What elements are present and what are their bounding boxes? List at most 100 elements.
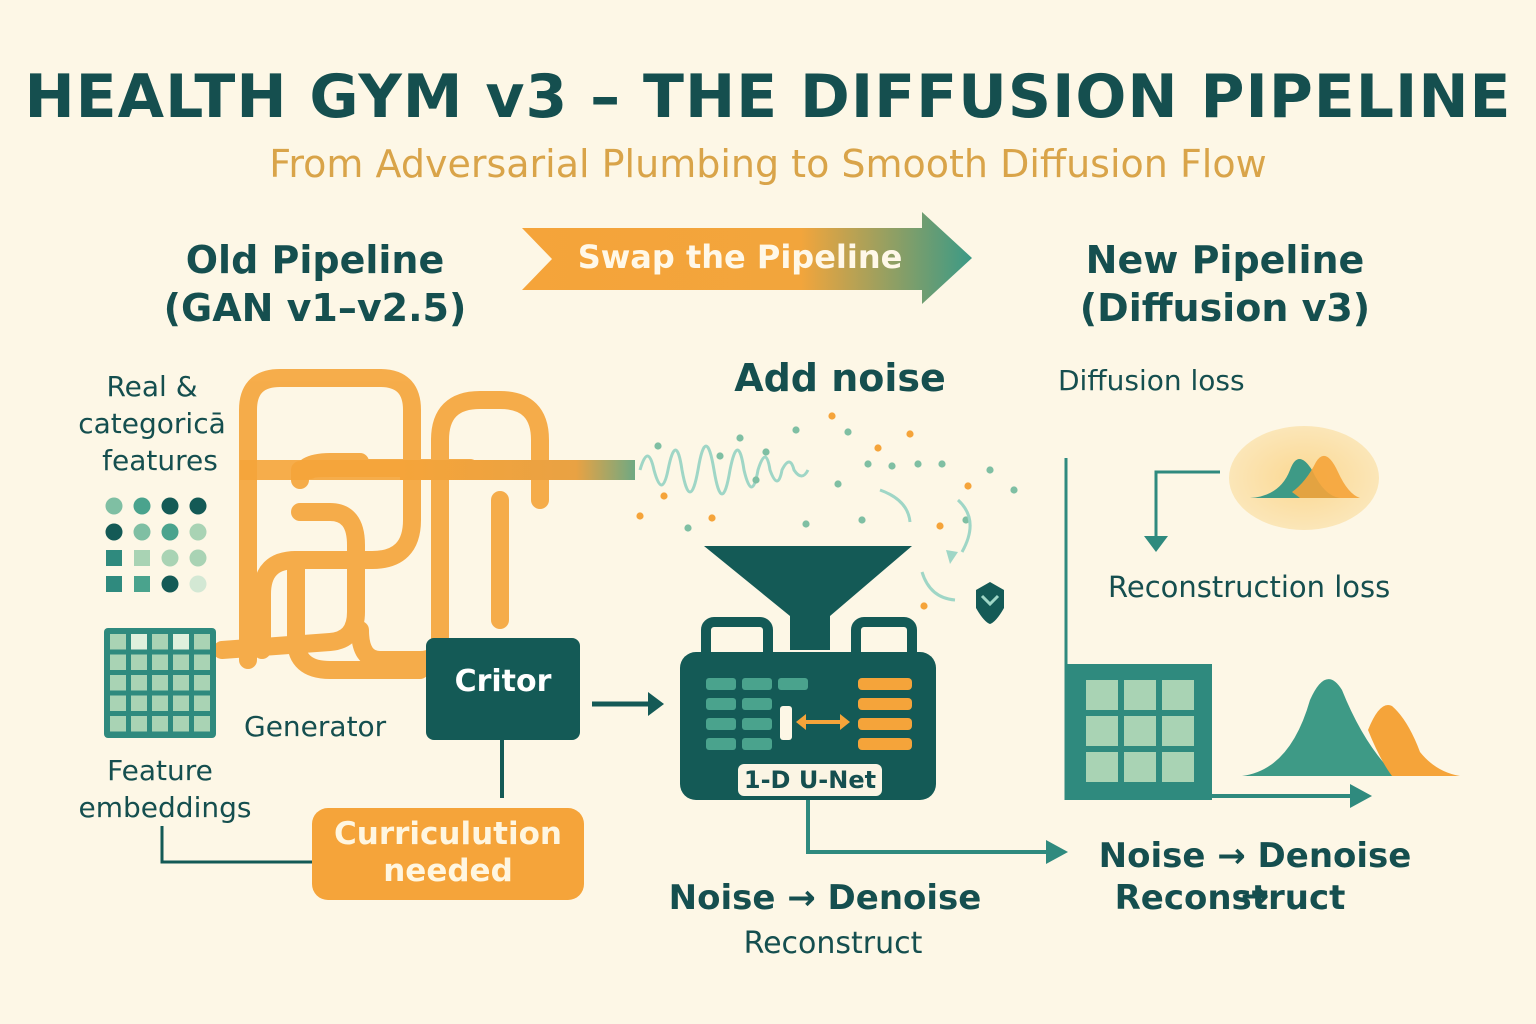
page-title: HEALTH GYM v3 – THE DIFFUSION PIPELINE — [24, 62, 1512, 132]
embedding-cell — [131, 695, 147, 711]
feature-dot — [189, 575, 207, 593]
critic-label: Critor — [454, 664, 552, 699]
noise-particle — [844, 428, 852, 436]
embedding-cell — [194, 716, 210, 732]
embedding-cell — [110, 634, 126, 650]
noise-particle — [874, 444, 882, 452]
noise-particle — [888, 462, 896, 470]
feature-dot — [133, 497, 151, 515]
input-features-label-line2: categoricā — [78, 407, 226, 440]
noise-particle — [920, 602, 928, 610]
embedding-cell — [173, 675, 189, 691]
new-pipeline-title: New Pipeline — [1085, 238, 1365, 282]
swap-pipeline-banner: Swap the Pipeline — [577, 238, 903, 276]
embedding-cell — [131, 716, 147, 732]
noise-particle — [636, 512, 644, 520]
curriculum-pill — [312, 808, 584, 900]
embedding-cell — [194, 695, 210, 711]
embedding-cell — [110, 695, 126, 711]
embedding-cell — [194, 675, 210, 691]
noise-particle — [1010, 486, 1018, 494]
feature-dot — [189, 497, 207, 515]
noise-particle — [914, 460, 922, 468]
noise-particle — [834, 480, 842, 488]
feature-dot — [161, 575, 179, 593]
embedding-cell — [173, 716, 189, 732]
embedding-cell — [152, 716, 168, 732]
feature-dot-grid — [105, 497, 207, 593]
output-cell — [1086, 752, 1118, 782]
curriculum-label-line1: Curriculution — [334, 816, 562, 852]
embedding-cell — [173, 634, 189, 650]
input-features-label-line3: features — [102, 444, 218, 477]
new-caption-line2: Reconstruct — [1114, 878, 1346, 918]
embedding-cell — [194, 654, 210, 670]
old-pipeline-title: Old Pipeline — [185, 238, 445, 282]
distribution-curve-orange — [1368, 705, 1460, 776]
feature-dot — [133, 523, 151, 541]
noise-particle — [708, 514, 716, 522]
output-cell — [1124, 680, 1156, 710]
new-pipeline-version: (Diffusion v3) — [1079, 286, 1371, 330]
noise-particle — [716, 452, 724, 460]
unet-label: 1-D U-Net — [738, 764, 882, 796]
input-features-label-line1: Real & — [106, 370, 198, 403]
unet-funnel — [704, 546, 912, 650]
noise-particle — [654, 442, 662, 450]
noise-particle — [906, 430, 914, 438]
embedding-cell — [110, 675, 126, 691]
output-cell — [1086, 716, 1118, 746]
embeddings-label-line2: embeddings — [78, 791, 252, 824]
output-cell — [1124, 752, 1156, 782]
feature-dot — [134, 576, 150, 592]
old-pipeline-version: (GAN v1–v2.5) — [163, 286, 467, 330]
generator-label: Generator — [244, 710, 387, 743]
noise-particle — [660, 492, 668, 500]
noise-particle — [684, 524, 692, 532]
embedding-cell — [131, 654, 147, 670]
feature-dot — [161, 497, 179, 515]
embedding-matrix — [104, 628, 216, 738]
output-cell — [1124, 716, 1156, 746]
critic-box — [426, 638, 580, 740]
output-cell — [1162, 752, 1194, 782]
feature-dot — [134, 550, 150, 566]
add-noise-label: Add noise — [734, 356, 946, 400]
noise-particle — [762, 448, 770, 456]
noise-particle — [736, 434, 744, 442]
feature-dot — [105, 523, 123, 541]
embedding-cell — [152, 675, 168, 691]
unet-left-bars — [706, 678, 808, 750]
embedding-cell — [194, 634, 210, 650]
output-cell — [1162, 680, 1194, 710]
middle-caption-line2: Reconstruct — [743, 926, 923, 961]
embedding-cell — [110, 716, 126, 732]
embedding-cell — [152, 654, 168, 670]
feature-dot — [105, 497, 123, 515]
embedding-cell — [152, 634, 168, 650]
embeddings-label-line1: Feature — [107, 754, 213, 787]
noise-particle — [864, 460, 872, 468]
distribution-curve-teal — [1242, 679, 1400, 776]
feature-dot — [161, 549, 179, 567]
pipe-outlet — [400, 460, 635, 480]
embedding-cell — [173, 654, 189, 670]
noise-particle — [828, 412, 836, 420]
new-caption-line1: Noise → Denoise → — [1098, 836, 1412, 916]
unet-right-bars — [858, 678, 912, 750]
output-cell — [1086, 680, 1118, 710]
noise-particle — [936, 522, 944, 530]
diffusion-loss-label: Diffusion loss — [1058, 364, 1245, 397]
feature-dot — [189, 549, 207, 567]
noise-particle — [752, 476, 760, 484]
noise-particle — [802, 520, 810, 528]
embedding-cell — [173, 695, 189, 711]
noise-particles — [636, 412, 1018, 610]
noise-particle — [792, 426, 800, 434]
embedding-cell — [131, 634, 147, 650]
page-subtitle: From Adversarial Plumbing to Smooth Diff… — [269, 142, 1267, 186]
embedding-cell — [110, 654, 126, 670]
noise-particle — [964, 482, 972, 490]
embedding-cell — [152, 695, 168, 711]
